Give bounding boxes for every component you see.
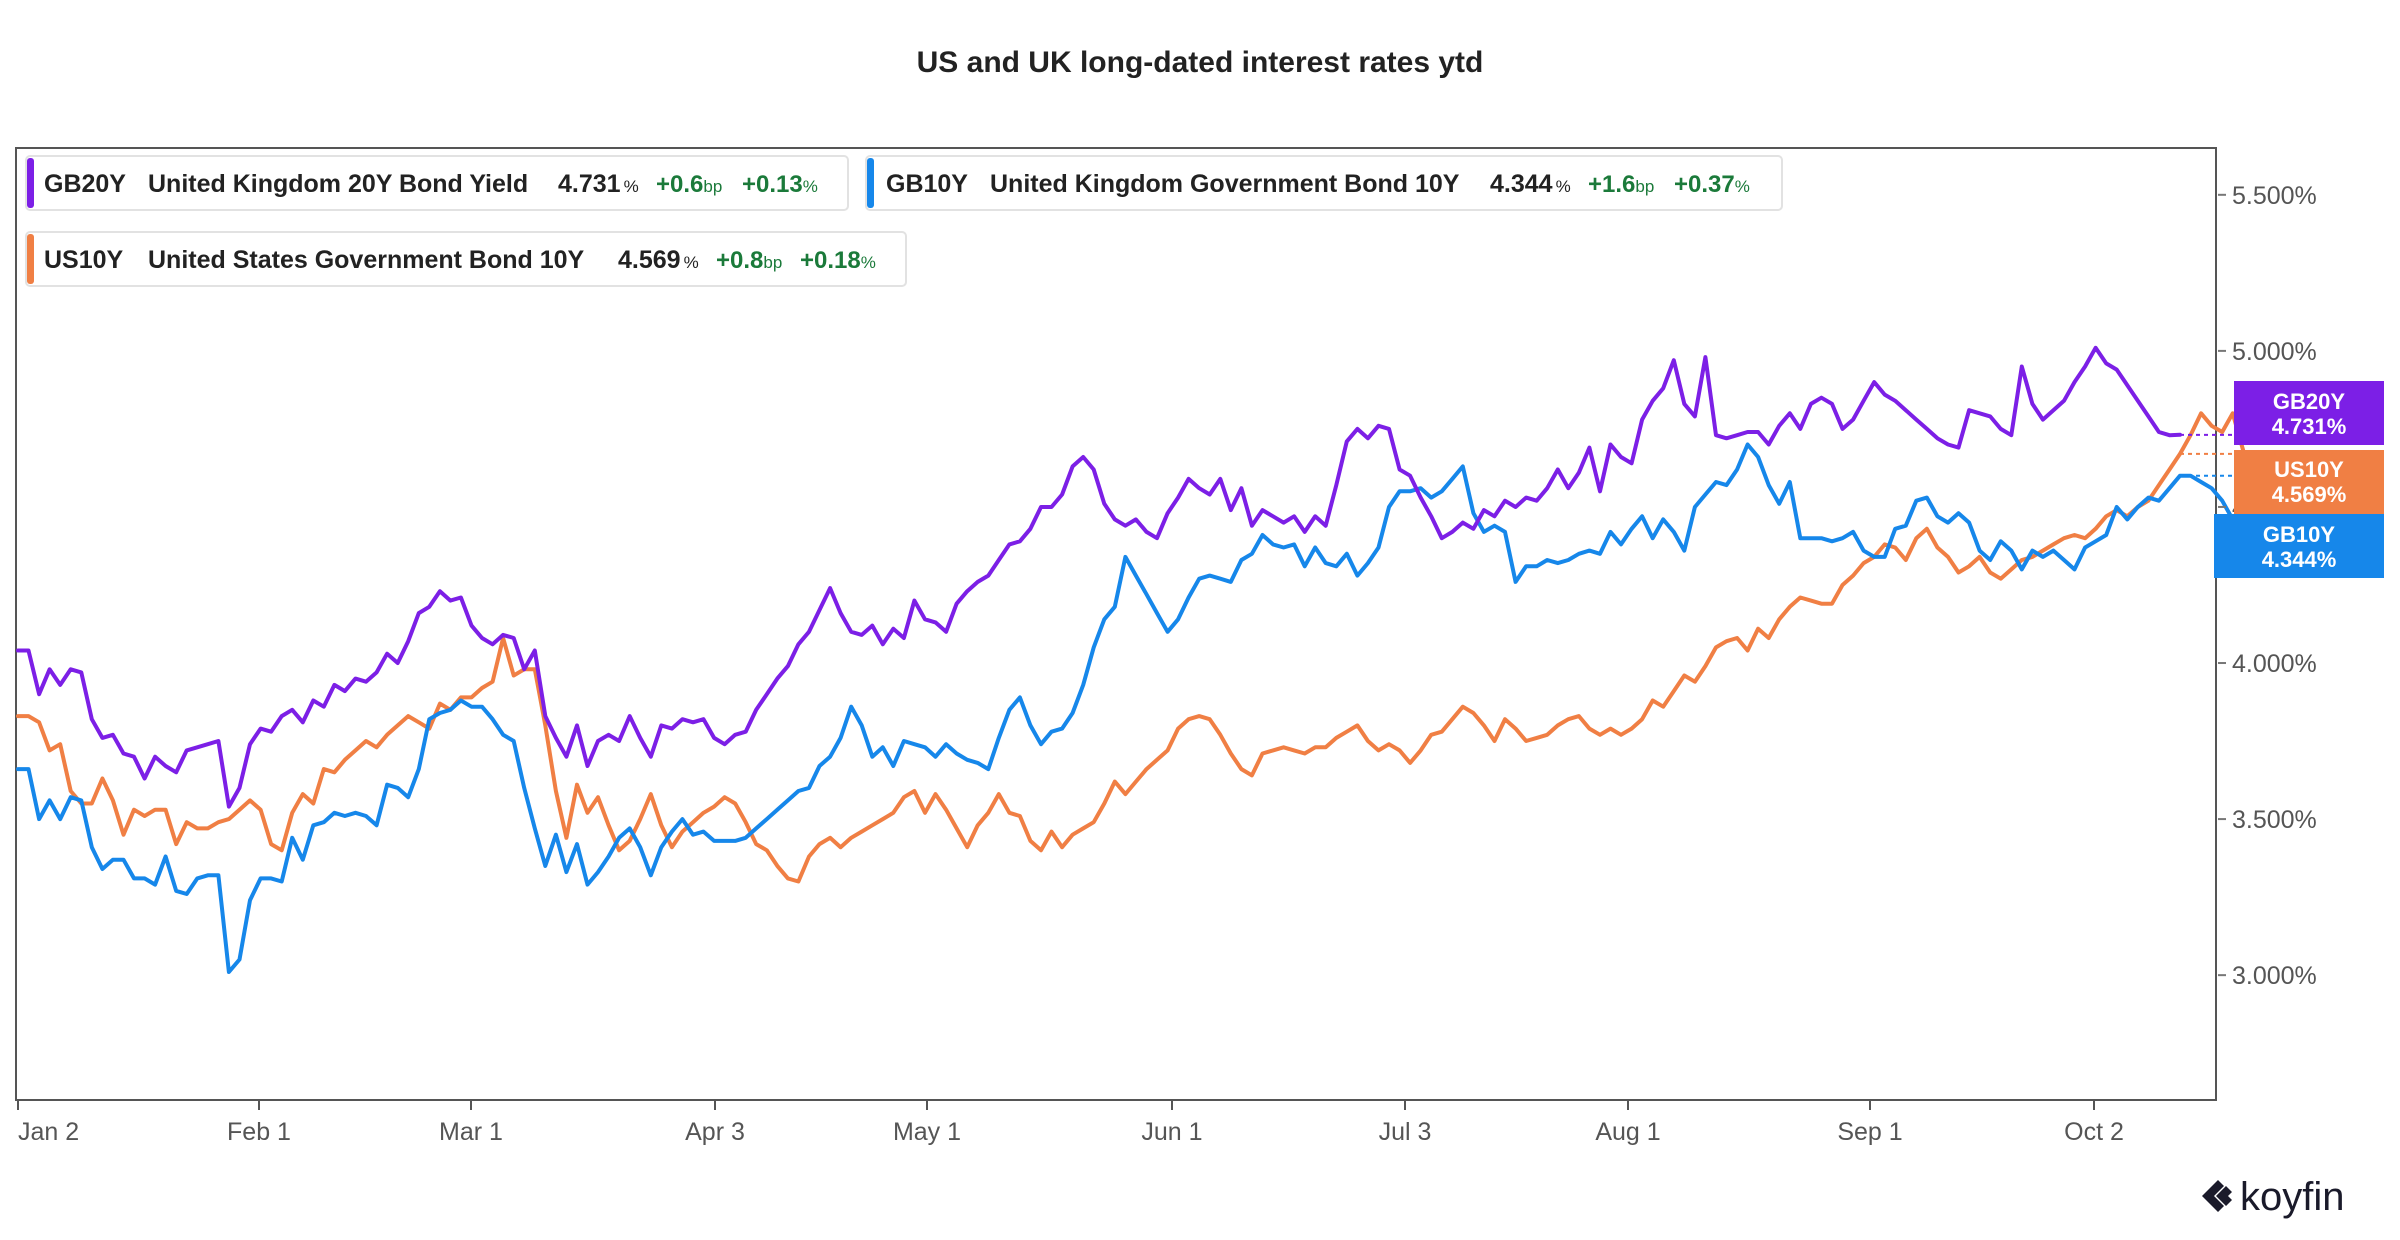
svg-text:United States Government Bond: United States Government Bond 10Y <box>148 246 585 274</box>
legend-swatch-us10y <box>27 234 34 284</box>
koyfin-wordmark: koyfin <box>2240 1175 2345 1219</box>
legend-value-gb20y: 4.731 <box>558 170 621 198</box>
legend-bp-change-gb20y: +0.6 <box>656 171 703 198</box>
legend-bp-unit: bp <box>703 177 722 196</box>
legend-bp-unit: bp <box>1635 177 1654 196</box>
svg-text:United Kingdom 20Y Bond Yield: United Kingdom 20Y Bond Yield <box>148 170 528 198</box>
legend-pct-change-us10y: +0.18 <box>800 247 861 274</box>
svg-text:United Kingdom Government Bond: United Kingdom Government Bond 10Y <box>990 170 1460 198</box>
series-line-us10y[interactable] <box>16 411 2288 884</box>
x-tick-label: Apr 3 <box>685 1118 745 1146</box>
legend-pct-unit: % <box>624 177 639 196</box>
legend-item-gb20y[interactable]: GB20Y United Kingdom 20Y Bond Yield 4.73… <box>25 155 849 211</box>
legend-bp-change-gb10y: +1.6 <box>1588 171 1635 198</box>
tag-value-gb20y: 4.731% <box>2272 414 2347 439</box>
legend-pct-unit: % <box>803 177 818 196</box>
legend-pct-change-gb10y: +0.37 <box>1674 171 1735 198</box>
y-tick-label: 4.000% <box>2232 650 2317 678</box>
legend-value-gb10y: 4.344 <box>1490 170 1553 198</box>
y-tick-label: 5.000% <box>2232 338 2317 366</box>
svg-text:+0.37%: +0.37% <box>1674 171 1750 198</box>
legend-bp-change-us10y: +0.8 <box>716 247 763 274</box>
x-tick-label: May 1 <box>893 1118 961 1146</box>
series-line-gb20y[interactable] <box>16 345 2182 809</box>
legend-swatch-gb10y <box>867 158 874 208</box>
x-tick-label: Sep 1 <box>1837 1118 1902 1146</box>
legend-pct-unit: % <box>861 253 876 272</box>
x-tick-label: Oct 2 <box>2064 1118 2124 1146</box>
svg-text:+0.8bp: +0.8bp <box>716 247 782 274</box>
legend-ticker-gb20y: GB20Y <box>44 170 126 198</box>
svg-text:+0.13%: +0.13% <box>742 171 818 198</box>
tag-value-gb10y: 4.344% <box>2262 547 2337 572</box>
svg-text:4.344%: 4.344% <box>1490 170 1571 198</box>
x-tick-label: Jan 2 <box>18 1118 79 1146</box>
koyfin-logo-icon <box>2202 1180 2232 1212</box>
legend-value-us10y: 4.569 <box>618 246 681 274</box>
legend-name-gb20y: United Kingdom 20Y Bond Yield <box>148 170 528 198</box>
legend-name-us10y: United States Government Bond 10Y <box>148 246 585 274</box>
series-lines <box>16 345 2288 974</box>
svg-text:GB20Y: GB20Y <box>44 170 126 198</box>
tag-us10y: US10Y 4.569% <box>2234 450 2384 514</box>
x-axis: Jan 2 Feb 1 Mar 1 Apr 3 May 1 Jun 1 Jul 3 Aug 1… <box>17 1100 2124 1146</box>
x-tick-label: Aug 1 <box>1595 1118 1660 1146</box>
svg-text:+0.18%: +0.18% <box>800 247 876 274</box>
svg-text:+0.6bp: +0.6bp <box>656 171 722 198</box>
chart-title: US and UK long-dated interest rates ytd <box>917 46 1484 79</box>
legend-bp-unit: bp <box>763 253 782 272</box>
tag-gb10y: GB10Y 4.344% <box>2214 514 2384 578</box>
legend-ticker-gb10y: GB10Y <box>886 170 968 198</box>
tag-value-us10y: 4.569% <box>2272 482 2347 507</box>
legend-pct-unit: % <box>1735 177 1750 196</box>
legend-name-gb10y: United Kingdom Government Bond 10Y <box>990 170 1460 198</box>
svg-text:US10Y: US10Y <box>44 246 124 274</box>
y-tick-label: 5.500% <box>2232 182 2317 210</box>
tag-ticker-gb20y: GB20Y <box>2273 389 2345 414</box>
y-axis: 3.000%3.500%4.000%4.500%5.000%5.500% <box>2218 182 2317 990</box>
x-tick-label: Jun 1 <box>1141 1118 1202 1146</box>
x-tick-label: Feb 1 <box>227 1118 291 1146</box>
tag-ticker-gb10y: GB10Y <box>2263 522 2335 547</box>
plot-area[interactable] <box>15 147 2217 1101</box>
svg-text:4.731%: 4.731% <box>558 170 639 198</box>
series-line-gb10y[interactable] <box>16 442 2267 974</box>
svg-text:4.569%: 4.569% <box>618 246 699 274</box>
legend-ticker-us10y: US10Y <box>44 246 124 274</box>
legend-pct-change-gb20y: +0.13 <box>742 171 803 198</box>
x-tick-label: Mar 1 <box>439 1118 503 1146</box>
y-tick-label: 3.500% <box>2232 806 2317 834</box>
legend-pct-unit: % <box>1556 177 1571 196</box>
last-value-tags: GB20Y 4.731% US10Y 4.569% GB10Y 4.344% <box>2214 381 2384 578</box>
legend-item-gb10y[interactable]: GB10Y United Kingdom Government Bond 10Y… <box>865 155 1783 211</box>
legend: GB20Y United Kingdom 20Y Bond Yield 4.73… <box>25 155 1783 287</box>
svg-text:GB10Y: GB10Y <box>886 170 968 198</box>
koyfin-logo: koyfin <box>2202 1175 2345 1219</box>
legend-swatch-gb20y <box>27 158 34 208</box>
x-tick-label: Jul 3 <box>1379 1118 1432 1146</box>
legend-pct-unit: % <box>684 253 699 272</box>
tag-ticker-us10y: US10Y <box>2274 457 2344 482</box>
legend-item-us10y[interactable]: US10Y United States Government Bond 10Y … <box>25 231 907 287</box>
svg-text:+1.6bp: +1.6bp <box>1588 171 1654 198</box>
y-tick-label: 3.000% <box>2232 962 2317 990</box>
tag-gb20y: GB20Y 4.731% <box>2234 381 2384 445</box>
